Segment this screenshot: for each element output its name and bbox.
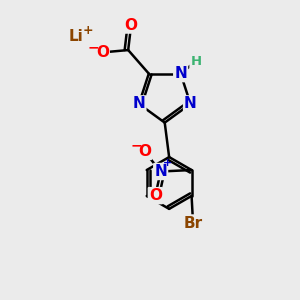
Text: O: O <box>149 188 162 203</box>
Text: Br: Br <box>184 215 202 230</box>
Text: N: N <box>174 66 187 81</box>
Text: +: + <box>83 24 94 38</box>
Text: O: O <box>138 144 151 159</box>
Text: +: + <box>163 158 172 168</box>
Text: Li: Li <box>68 29 83 44</box>
Text: O: O <box>96 45 109 60</box>
Text: −: − <box>130 138 142 152</box>
Text: −: − <box>88 40 99 54</box>
Text: H: H <box>190 55 202 68</box>
Text: N: N <box>184 96 197 111</box>
Text: O: O <box>124 17 138 32</box>
Text: N: N <box>154 164 167 179</box>
Text: N: N <box>133 96 145 111</box>
